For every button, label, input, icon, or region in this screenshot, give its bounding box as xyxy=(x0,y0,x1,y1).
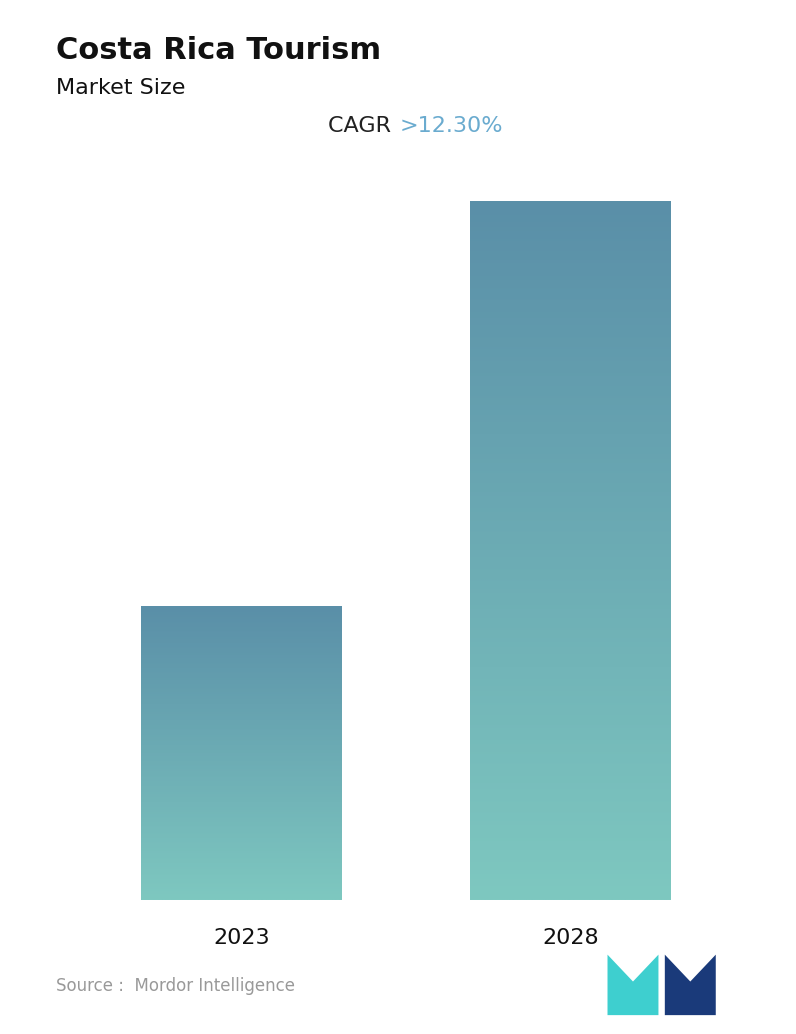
Text: 2028: 2028 xyxy=(542,927,599,947)
Text: 2023: 2023 xyxy=(213,927,270,947)
Text: Source :  Mordor Intelligence: Source : Mordor Intelligence xyxy=(56,977,295,995)
Polygon shape xyxy=(607,954,658,1015)
Text: CAGR: CAGR xyxy=(328,116,398,135)
Text: Costa Rica Tourism: Costa Rica Tourism xyxy=(56,36,380,65)
Text: >12.30%: >12.30% xyxy=(400,116,503,135)
Polygon shape xyxy=(665,954,716,1015)
Text: Market Size: Market Size xyxy=(56,78,185,97)
